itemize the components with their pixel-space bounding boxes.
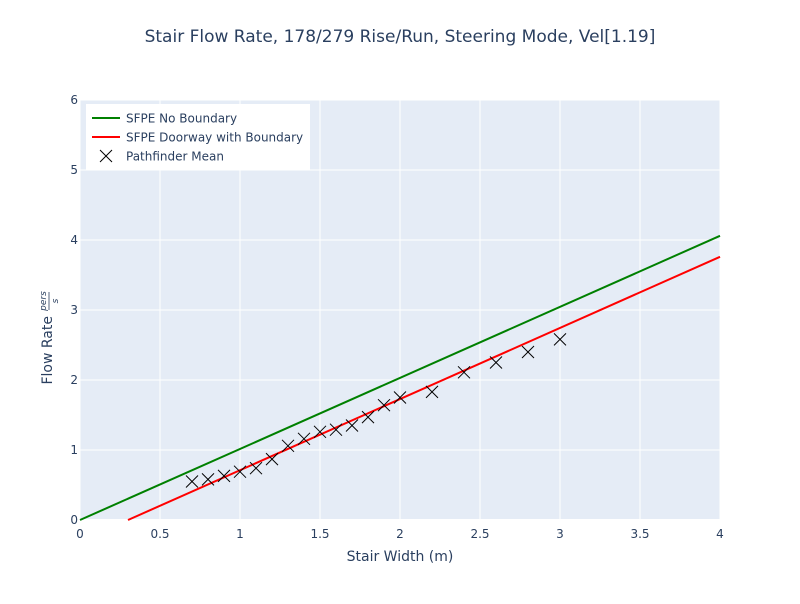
y-axis-title: Flow Rate pers s — [39, 291, 61, 385]
legend-item-pathfinder-mean[interactable]: Pathfinder Mean — [99, 149, 224, 164]
x-tick-label: 4 — [716, 527, 724, 541]
pathfinder-mean-point — [201, 473, 215, 486]
series-layer — [79, 234, 721, 521]
chart-title: Stair Flow Rate, 178/279 Rise/Run, Steer… — [145, 27, 656, 47]
y-tick-label: 3 — [70, 303, 78, 317]
y-tick-label: 4 — [70, 233, 78, 247]
pathfinder-mean-point — [297, 432, 311, 446]
pathfinder-mean-point — [217, 469, 231, 483]
x-tick-label: 0.5 — [150, 527, 169, 541]
y-axis-unit-denominator: s — [51, 298, 61, 303]
pathfinder-mean-point — [489, 356, 503, 369]
pathfinder-mean-point — [457, 365, 471, 379]
pathfinder-mean-point — [553, 333, 567, 346]
pathfinder-mean-point — [425, 385, 439, 399]
pathfinder-mean-point — [185, 475, 199, 488]
y-tick-label: 6 — [70, 93, 78, 107]
y-axis-unit-numerator: pers — [39, 291, 49, 312]
grid-layer — [79, 99, 721, 521]
legend-item-sfpe-doorway[interactable]: SFPE Doorway with Boundary — [92, 131, 303, 145]
x-tick-label: 3.5 — [630, 527, 649, 541]
series-line-0 — [79, 234, 721, 521]
legend-label-pathfinder-mean: Pathfinder Mean — [126, 150, 224, 164]
pathfinder-mean-point — [521, 345, 535, 359]
pathfinder-mean-point — [377, 398, 391, 412]
series-line-1 — [127, 255, 721, 521]
pathfinder-mean-point — [265, 452, 279, 466]
legend-label-sfpe-no-boundary: SFPE No Boundary — [126, 112, 237, 126]
pathfinder-mean-point — [329, 423, 343, 437]
y-tick-label: 5 — [70, 163, 78, 177]
x-axis-title: Stair Width (m) — [347, 549, 454, 565]
pathfinder-mean-point — [249, 461, 263, 475]
y-tick-label: 0 — [70, 513, 78, 527]
x-tick-label: 1.5 — [310, 527, 329, 541]
y-tick-label: 1 — [70, 443, 78, 457]
x-tick-label: 0 — [76, 527, 84, 541]
legend: SFPE No Boundary SFPE Doorway with Bound… — [86, 104, 310, 170]
legend-label-sfpe-doorway: SFPE Doorway with Boundary — [126, 131, 303, 145]
pathfinder-mean-point — [361, 410, 375, 424]
pathfinder-mean-point — [345, 419, 359, 432]
pathfinder-mean-point — [233, 465, 247, 479]
pathfinder-mean-point — [393, 391, 407, 404]
pathfinder-mean-point — [313, 425, 327, 439]
y-axis-title-text: Flow Rate — [40, 316, 56, 385]
legend-swatch-pathfinder-mean — [99, 149, 113, 163]
y-tick-label: 2 — [70, 373, 78, 387]
pathfinder-mean-point — [281, 439, 295, 453]
legend-box — [86, 104, 310, 170]
tick-labels: 0 0.5 1 1.5 2 2.5 3 3.5 4 0 1 2 3 4 5 6 — [70, 93, 723, 541]
x-tick-label: 2.5 — [470, 527, 489, 541]
legend-item-sfpe-no-boundary[interactable]: SFPE No Boundary — [92, 112, 237, 126]
x-tick-label: 3 — [556, 527, 564, 541]
x-tick-label: 2 — [396, 527, 404, 541]
x-tick-label: 1 — [236, 527, 244, 541]
